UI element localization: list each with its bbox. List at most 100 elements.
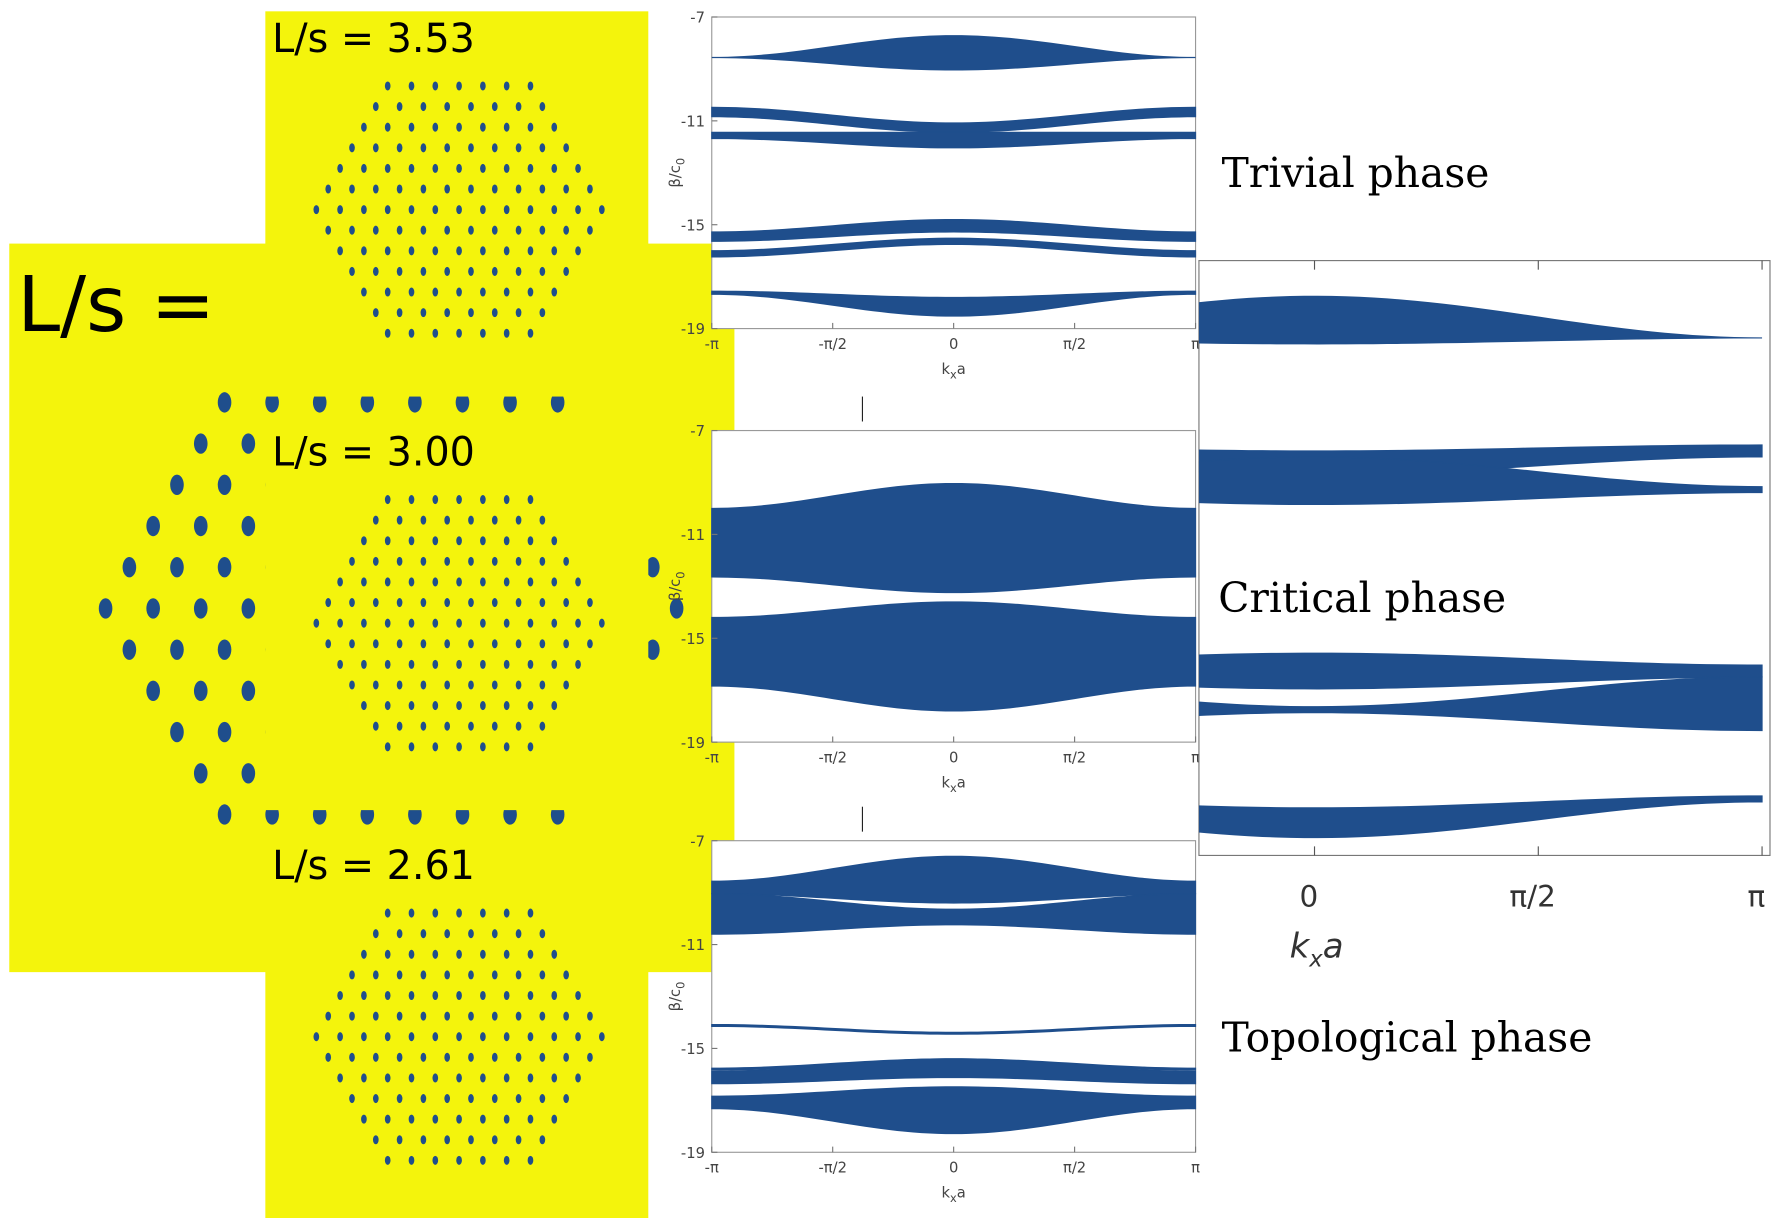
phase-label: Trivial phase xyxy=(1222,149,1490,197)
lattice-dot xyxy=(527,659,534,669)
lattice-dot xyxy=(337,163,343,173)
band xyxy=(711,893,1197,935)
lattice-dot xyxy=(480,246,486,256)
lattice-dot xyxy=(563,1052,569,1062)
y-tick-label: -19 xyxy=(681,321,705,338)
lattice-dot xyxy=(420,929,427,939)
lattice-dot xyxy=(480,163,486,173)
lattice-dot xyxy=(361,659,367,669)
y-tick-label: -19 xyxy=(681,1145,705,1162)
lattice-dot xyxy=(432,618,439,628)
lattice-dot xyxy=(337,205,343,215)
lattice-dot xyxy=(384,1155,391,1165)
lattice-dot xyxy=(372,1135,379,1145)
lattice-dot xyxy=(432,536,439,546)
lattice-dot xyxy=(384,246,391,256)
lattice-dot xyxy=(491,1135,498,1145)
panel-label: L/s = 3.00 xyxy=(272,430,475,476)
lattice-dot xyxy=(503,701,510,711)
lattice-dot xyxy=(515,102,522,112)
lattice-dot xyxy=(527,163,534,173)
lattice-dot xyxy=(491,639,498,649)
lattice-dot xyxy=(527,618,534,628)
lattice-dot xyxy=(432,1073,439,1083)
lattice-dot xyxy=(396,184,403,194)
x-label-text: k xyxy=(942,774,951,791)
lattice-dot xyxy=(408,246,415,256)
lattice-dot xyxy=(313,205,320,215)
lattice-dot xyxy=(539,721,546,731)
lattice-dot xyxy=(372,721,379,731)
lattice-dot xyxy=(491,556,498,566)
lattice-dot xyxy=(527,287,534,297)
lattice-dot xyxy=(349,970,355,980)
lattice-dot xyxy=(372,556,379,566)
lattice-dot xyxy=(503,1155,510,1165)
lattice-dot xyxy=(444,721,451,731)
lattice-dot xyxy=(527,246,534,256)
y-axis-label: β/c0 xyxy=(667,572,688,602)
lattice-dot xyxy=(432,908,439,918)
lattice-dot xyxy=(587,225,593,235)
lattice-dot xyxy=(396,266,403,276)
lattice-dot xyxy=(444,1093,451,1104)
lattice-dot xyxy=(527,742,534,752)
x-label-sub: x xyxy=(950,781,957,795)
lattice-dot xyxy=(468,680,474,690)
lattice-dot xyxy=(432,494,439,505)
x-tick-label: -π/2 xyxy=(818,750,847,767)
lattice-dot xyxy=(551,536,558,546)
lattice-dot xyxy=(551,618,558,628)
lattice-dot xyxy=(444,308,451,318)
lattice-dot xyxy=(372,225,379,235)
lattice-dot xyxy=(349,1011,355,1021)
lattice-dot xyxy=(503,122,510,132)
x-label-tail: a xyxy=(957,1185,966,1202)
lattice-dot xyxy=(456,1114,462,1124)
lattice-dot xyxy=(527,494,534,505)
lattice-dot xyxy=(384,949,391,959)
lattice-dot xyxy=(480,742,486,752)
lattice-dot xyxy=(241,433,256,454)
lattice-dot xyxy=(456,287,462,297)
lattice-dot xyxy=(146,515,160,537)
lattice-dot xyxy=(563,556,569,566)
lattice-dot xyxy=(408,287,415,297)
lattice-dot xyxy=(396,556,403,566)
lattice-dot xyxy=(456,949,462,959)
lattice-dot xyxy=(361,287,367,297)
y-tick-label: -11 xyxy=(681,937,705,954)
lattice-dot xyxy=(480,1073,486,1083)
lattice-dot xyxy=(480,990,486,1001)
lattice-dot xyxy=(563,143,569,153)
lattice-dot xyxy=(122,639,137,660)
lattice-dot xyxy=(563,970,569,980)
lattice-dot xyxy=(193,680,208,702)
lattice-dot xyxy=(480,659,486,669)
lattice-dot xyxy=(551,287,558,297)
lattice-dot xyxy=(515,680,522,690)
lattice-dot xyxy=(503,908,510,918)
lattice-dot xyxy=(420,1052,427,1062)
lattice-dot xyxy=(325,1052,332,1062)
lattice-dot xyxy=(349,143,355,153)
lattice-dot xyxy=(551,205,558,215)
lattice-dot xyxy=(468,225,474,235)
lattice-dot xyxy=(575,163,581,173)
lattice-dot xyxy=(361,949,367,959)
lattice-dot xyxy=(491,680,498,690)
lattice-dot xyxy=(444,266,451,276)
lattice-dot xyxy=(241,680,256,702)
lattice-dot xyxy=(372,143,379,153)
lattice-dot xyxy=(420,1135,427,1145)
band xyxy=(1198,456,1763,506)
lattice-dot xyxy=(408,1114,415,1124)
lattice-dot xyxy=(468,308,474,318)
lattice-dot xyxy=(527,205,534,215)
lattice-dot xyxy=(539,680,546,690)
y-tick-label: -11 xyxy=(681,114,705,131)
x-tick-label: π xyxy=(1748,879,1766,913)
lattice-dot xyxy=(312,392,327,413)
lattice-dot xyxy=(563,1093,569,1104)
